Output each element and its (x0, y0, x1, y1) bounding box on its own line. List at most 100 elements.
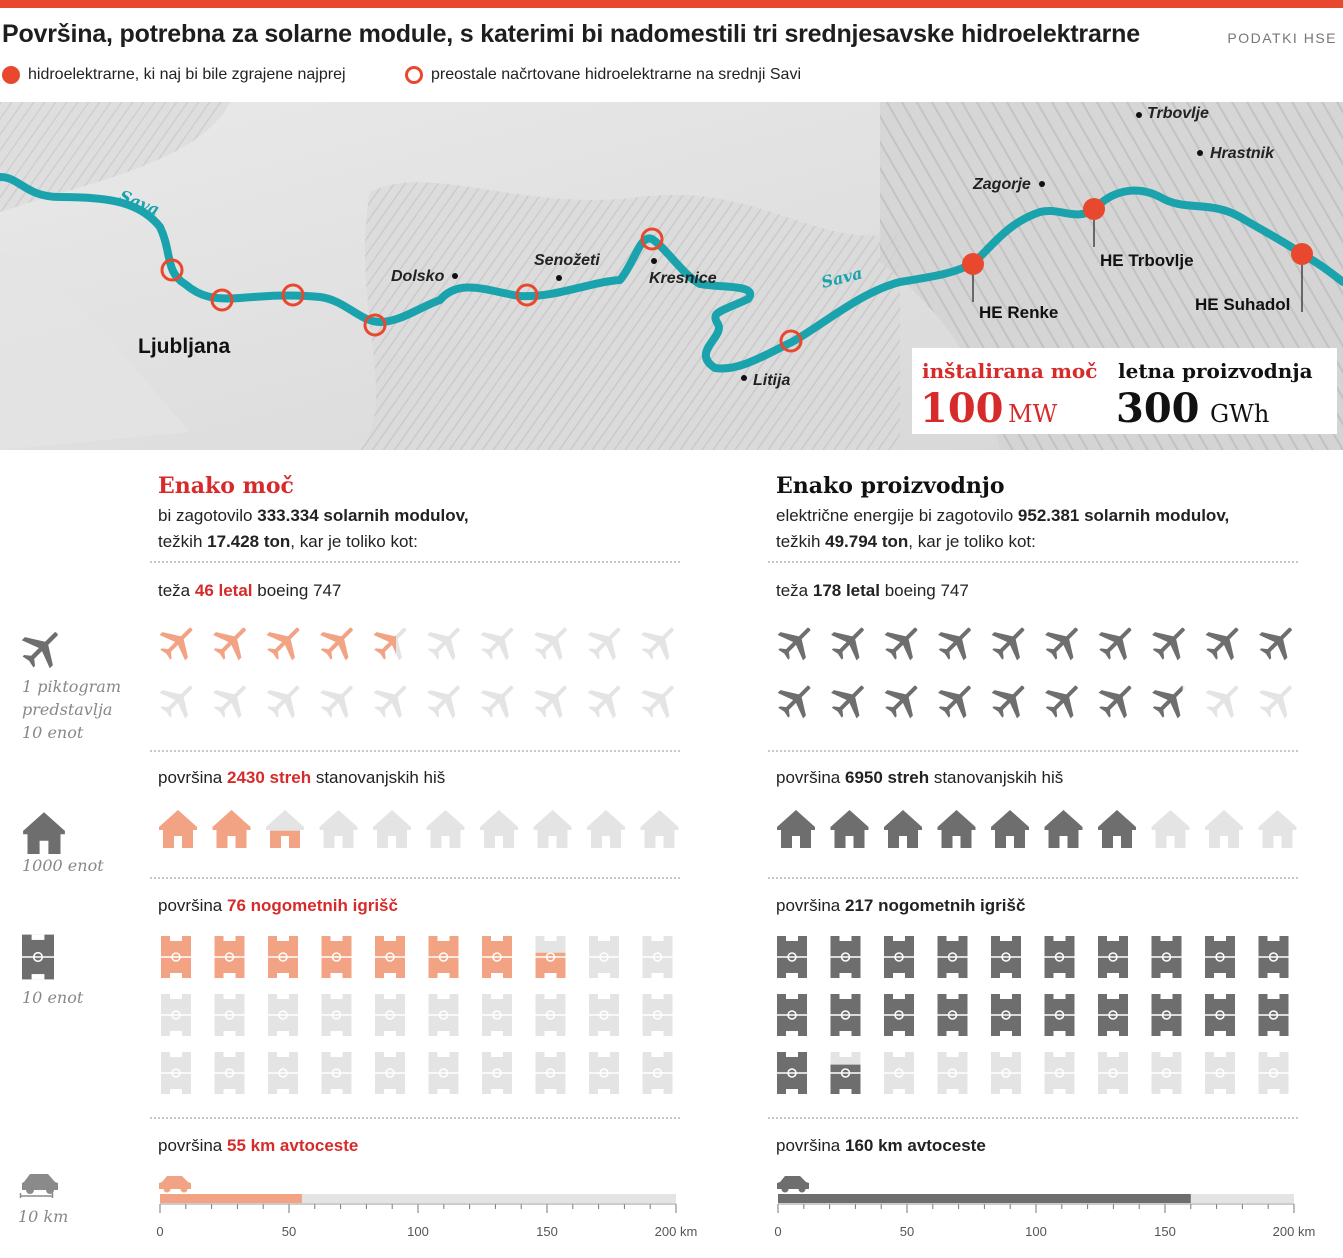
legend-filled-label: hidroelektrarne, ki naj bi bile zgrajene… (28, 66, 346, 83)
airplane-pictogram (641, 627, 674, 661)
football-field-pictogram (777, 994, 807, 1036)
planned-plant-marker (363, 313, 387, 337)
football-field-pictogram (991, 936, 1021, 978)
left-fields-pictogram (161, 936, 673, 1094)
right-road-label: površina 160 km avtoceste (776, 1136, 986, 1155)
airplane-pictogram (373, 627, 407, 661)
airplane-pictogram (320, 685, 353, 719)
football-field-pictogram (482, 1052, 512, 1094)
right-houses-label: površina 6950 streh stanovanjskih hiš (776, 768, 1064, 787)
football-field-pictogram (884, 936, 914, 978)
airplane-pictogram (213, 685, 246, 719)
airplane-icon (21, 632, 58, 669)
airplane-pictogram (1045, 627, 1078, 661)
airplane-pictogram (587, 685, 621, 719)
airplane-pictogram (884, 627, 918, 661)
plant-marker-suhadol (1291, 243, 1313, 265)
football-field-pictogram (321, 1052, 352, 1094)
airplane-pictogram (1098, 685, 1132, 719)
house-pictogram (1258, 810, 1297, 848)
house-pictogram (991, 810, 1029, 848)
airplane-pictogram (480, 685, 514, 719)
left-fields-label: površina 76 nogometnih igrišč (158, 896, 398, 915)
airplane-pictogram (320, 627, 353, 661)
football-field-pictogram (321, 994, 352, 1036)
right-heading: Enako proizvodnjo (776, 473, 1005, 499)
football-field-pictogram (1258, 994, 1289, 1036)
road-bar-fill (778, 1194, 1191, 1203)
football-field-pictogram (830, 1052, 861, 1094)
airplane-pictogram (991, 627, 1025, 661)
airplane-pictogram (427, 685, 460, 719)
right-planes-pictogram (777, 627, 1292, 719)
house-pictogram (1205, 810, 1243, 848)
football-field-pictogram (884, 1052, 914, 1094)
right-description: električne energije bi zagotovilo 952.38… (776, 506, 1230, 551)
airplane-pictogram (884, 685, 918, 719)
airplane-pictogram (159, 627, 193, 661)
football-field-pictogram (428, 1052, 459, 1094)
football-field-pictogram (937, 936, 968, 978)
power-label: inštalirana moč (922, 359, 1097, 383)
house-pictogram (1151, 810, 1190, 848)
divider (150, 1117, 680, 1119)
house-pictogram (777, 810, 815, 848)
football-field-pictogram (161, 994, 191, 1036)
planned-plant-marker (640, 227, 664, 251)
football-field-pictogram (428, 936, 459, 978)
airplane-pictogram (213, 627, 246, 661)
football-field-pictogram (375, 1052, 405, 1094)
car-icon (19, 1174, 58, 1198)
football-field-pictogram (589, 936, 619, 978)
plant-label-suhadol: HE Suhadol (1195, 295, 1290, 314)
plant-label-trbovlje: HE Trbovlje (1100, 251, 1194, 270)
football-field-pictogram (214, 936, 245, 978)
house-pictogram (533, 810, 572, 848)
page-title: Površina, potrebna za solarne module, s … (2, 20, 1140, 48)
right-fields-pictogram (777, 936, 1289, 1094)
house-icon (23, 812, 65, 854)
right-road-bar: 0 50 100 150 200 km (774, 1176, 1315, 1239)
football-field-pictogram (161, 936, 191, 978)
house-pictogram (159, 810, 197, 848)
axis-tick-label: 50 (900, 1224, 914, 1239)
left-houses-label: površina 2430 streh stanovanjskih hiš (158, 768, 446, 787)
airplane-pictogram (266, 685, 300, 719)
legend-open: preostale načrtovane hidroelektrarne na … (405, 66, 801, 84)
left-description: bi zagotovilo 333.334 solarnih modulov, … (158, 506, 469, 551)
football-field-pictogram (482, 936, 512, 978)
football-field-pictogram (321, 936, 352, 978)
airplane-pictogram (480, 627, 514, 661)
place-ljubljana: Ljubljana (138, 335, 230, 358)
football-field-pictogram (482, 994, 512, 1036)
place-dolsko: Dolsko (391, 268, 445, 285)
football-field-pictogram (268, 994, 298, 1036)
production-label: letna proizvodnja (1118, 359, 1313, 383)
left-planes-pictogram (159, 627, 674, 719)
axis-tick-label: 150 (536, 1224, 558, 1239)
axis-tick-label: 100 (407, 1224, 429, 1239)
legend-filled: hidroelektrarne, ki naj bi bile zgrajene… (2, 66, 346, 84)
power-value: 100 (920, 385, 1004, 432)
airplane-pictogram (831, 627, 864, 661)
football-field-pictogram (1258, 936, 1289, 978)
football-field-pictogram (1151, 936, 1182, 978)
left-road-label: površina 55 km avtoceste (158, 1136, 359, 1155)
football-field-pictogram (214, 994, 245, 1036)
right-fields-label: površina 217 nogometnih igrišč (776, 896, 1026, 915)
house-pictogram (426, 810, 465, 848)
football-field-pictogram (1044, 936, 1075, 978)
airplane-pictogram (831, 685, 864, 719)
planned-plant-marker (160, 258, 184, 282)
football-field-pictogram (268, 936, 298, 978)
football-field-pictogram (535, 936, 566, 978)
football-field-pictogram (1258, 1052, 1289, 1094)
football-field-pictogram (535, 1052, 566, 1094)
football-field-pictogram (1098, 1052, 1128, 1094)
football-field-pictogram (777, 1052, 807, 1094)
airplane-pictogram (1152, 627, 1185, 661)
production-value: 300 (1116, 385, 1200, 432)
airplane-pictogram (534, 685, 567, 719)
football-field-pictogram (937, 994, 968, 1036)
airplane-pictogram (1259, 627, 1292, 661)
